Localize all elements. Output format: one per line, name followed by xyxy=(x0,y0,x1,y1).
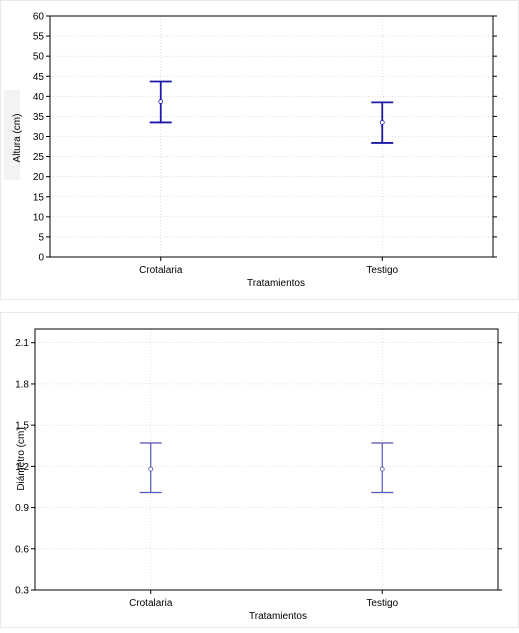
y-tick-label: 30 xyxy=(33,132,45,143)
x-tick-label: Crotalaria xyxy=(129,598,173,609)
error-bar xyxy=(371,442,394,494)
mean-point xyxy=(379,120,385,125)
mean-point xyxy=(148,466,154,472)
x-tick-label: Testigo xyxy=(366,598,398,609)
y-tick-label: 0 xyxy=(38,253,44,264)
x-axis-label: Tratamientos xyxy=(249,611,307,622)
y-tick-label: 0.3 xyxy=(15,586,29,597)
diametro-chart: 0.30.60.91.21.51.82.1 Crotalaria Testigo … xyxy=(0,312,519,628)
y-tick-label: 2.1 xyxy=(15,338,29,349)
x-tick-label: Testigo xyxy=(366,265,398,276)
plot-area-frame xyxy=(49,15,494,258)
error-bar xyxy=(139,442,162,494)
y-tick-label: 10 xyxy=(33,212,45,223)
y-tick-label: 45 xyxy=(33,72,45,83)
diametro-chart-panel: 0.3 0.6 0.9 1.2 1.5 1.8 2.1 Crotalaria Testigo … xyxy=(0,312,519,628)
y-tick-label: 35 xyxy=(33,112,45,123)
altura-chart-panel: 0 5 10 15 20 25 30 35 40 45 50 55 60 Crotalaria Testi… xyxy=(0,0,519,300)
y-tick-label: 1.5 xyxy=(15,421,29,432)
y-axis-label: Diámetro (cm) xyxy=(16,427,27,490)
y-tick-label: 5 xyxy=(38,232,44,243)
y-tick-label: 1.2 xyxy=(15,462,29,473)
y-tick-label: 0.6 xyxy=(15,544,29,555)
chart-outer-frame xyxy=(0,312,519,628)
y-tick-label: 40 xyxy=(33,92,45,103)
y-tick-label: 15 xyxy=(33,192,45,203)
ylabel-background xyxy=(4,90,20,180)
y-tick-label: 50 xyxy=(33,52,45,63)
y-tick-label: 60 xyxy=(33,12,45,23)
plot-area-frame xyxy=(34,328,499,591)
y-tick-label: 0.9 xyxy=(15,503,29,514)
y-tick-label: 1.8 xyxy=(15,379,29,390)
chart-outer-frame xyxy=(0,0,519,300)
error-bar xyxy=(371,101,394,144)
y-tick-label: 55 xyxy=(33,32,45,43)
mean-point xyxy=(158,99,164,104)
x-tick-label: Crotalaria xyxy=(139,265,183,276)
y-tick-label: 20 xyxy=(33,172,45,183)
x-axis-label: Tratamientos xyxy=(247,278,305,289)
altura-chart: 0 5 10 15 20 25 30 35 40 45 50 55 60 Crotalaria Testi… xyxy=(0,0,519,300)
error-bar xyxy=(149,80,172,124)
y-axis-label: Altura (cm) xyxy=(12,114,23,163)
y-tick-label: 25 xyxy=(33,152,45,163)
mean-point xyxy=(379,466,385,472)
